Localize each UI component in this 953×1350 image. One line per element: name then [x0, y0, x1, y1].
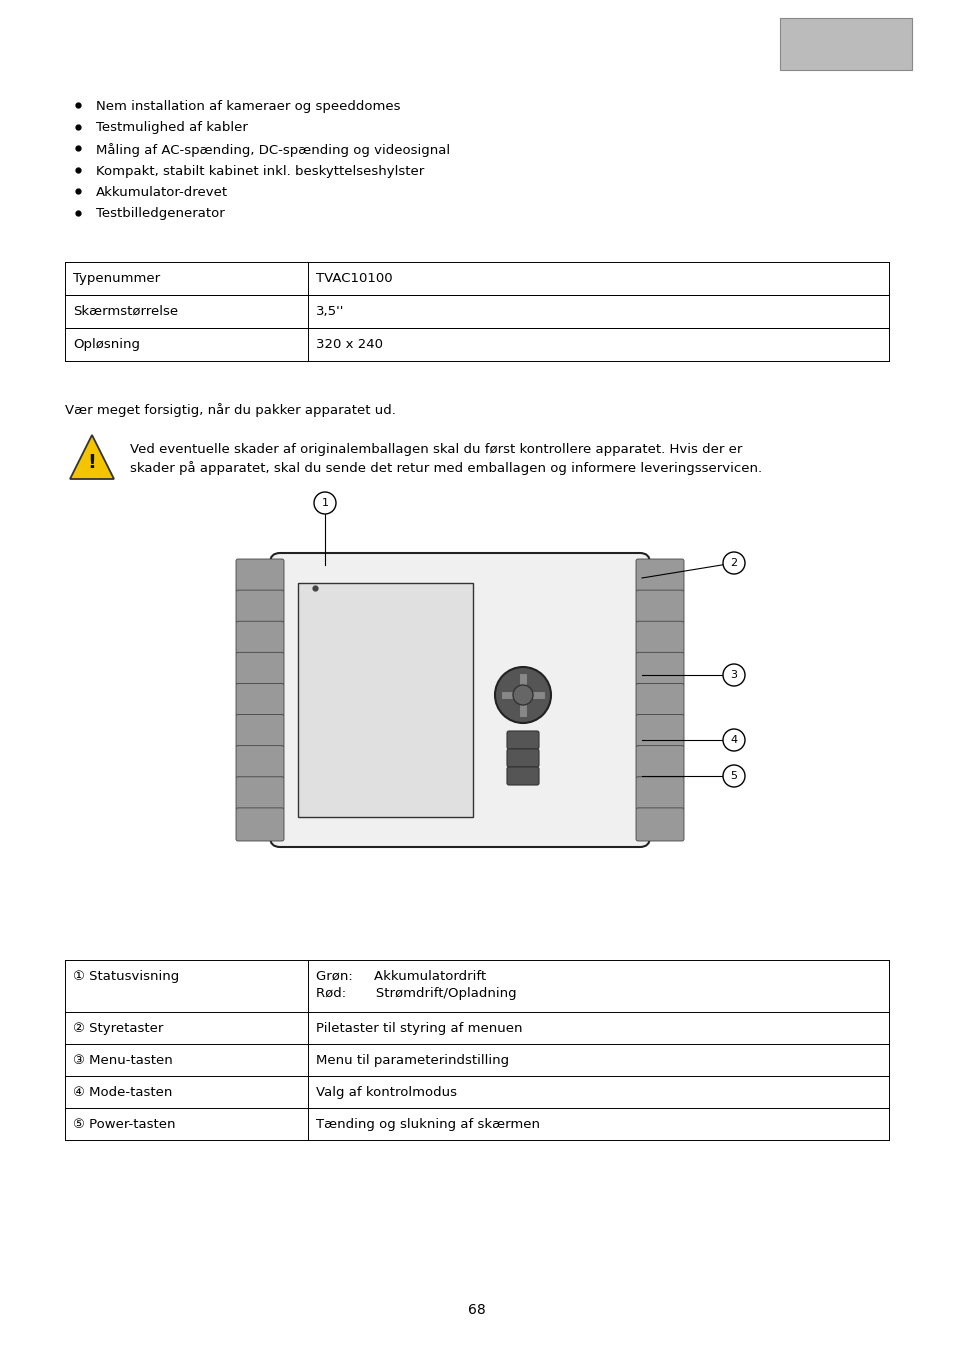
Text: 2: 2	[730, 558, 737, 568]
Text: !: !	[88, 454, 96, 472]
Text: Tænding og slukning af skærmen: Tænding og slukning af skærmen	[315, 1118, 539, 1131]
Text: 1: 1	[321, 498, 328, 508]
FancyBboxPatch shape	[506, 767, 538, 784]
Polygon shape	[70, 435, 113, 479]
Text: Valg af kontrolmodus: Valg af kontrolmodus	[315, 1085, 456, 1099]
FancyBboxPatch shape	[636, 559, 683, 593]
Circle shape	[722, 552, 744, 574]
FancyBboxPatch shape	[636, 621, 683, 655]
Circle shape	[314, 491, 335, 514]
FancyBboxPatch shape	[297, 583, 473, 817]
FancyBboxPatch shape	[235, 683, 284, 717]
Text: Testbilledgenerator: Testbilledgenerator	[96, 208, 225, 220]
Text: Nem installation af kameraer og speeddomes: Nem installation af kameraer og speeddom…	[96, 100, 400, 113]
Text: Ved eventuelle skader af originalemballagen skal du først kontrollere apparatet.: Ved eventuelle skader af originalemballa…	[130, 443, 741, 456]
FancyBboxPatch shape	[636, 590, 683, 624]
FancyBboxPatch shape	[636, 652, 683, 686]
Text: 4: 4	[730, 734, 737, 745]
Text: ③ Menu-tasten: ③ Menu-tasten	[73, 1054, 172, 1067]
Text: Kompakt, stabilt kabinet inkl. beskyttelseshylster: Kompakt, stabilt kabinet inkl. beskyttel…	[96, 165, 424, 177]
FancyBboxPatch shape	[235, 807, 284, 841]
Text: Piletaster til styring af menuen: Piletaster til styring af menuen	[315, 1022, 522, 1035]
Circle shape	[513, 684, 533, 705]
Circle shape	[722, 664, 744, 686]
Text: ② Styretaster: ② Styretaster	[73, 1022, 163, 1035]
Text: TVAC10100: TVAC10100	[315, 271, 393, 285]
Text: ④ Mode-tasten: ④ Mode-tasten	[73, 1085, 172, 1099]
FancyBboxPatch shape	[780, 18, 911, 70]
Text: ① Statusvisning: ① Statusvisning	[73, 971, 179, 983]
FancyBboxPatch shape	[235, 745, 284, 779]
FancyBboxPatch shape	[235, 559, 284, 593]
Text: Akkumulator-drevet: Akkumulator-drevet	[96, 186, 228, 198]
Circle shape	[722, 765, 744, 787]
Text: Vær meget forsigtig, når du pakker apparatet ud.: Vær meget forsigtig, når du pakker appar…	[65, 404, 395, 417]
FancyBboxPatch shape	[235, 776, 284, 810]
Text: ⑤ Power-tasten: ⑤ Power-tasten	[73, 1118, 175, 1131]
Text: Typenummer: Typenummer	[73, 271, 160, 285]
FancyBboxPatch shape	[270, 554, 649, 846]
Text: Opløsning: Opløsning	[73, 338, 140, 351]
FancyBboxPatch shape	[636, 807, 683, 841]
Circle shape	[495, 667, 551, 724]
FancyBboxPatch shape	[636, 745, 683, 779]
Text: 5: 5	[730, 771, 737, 782]
Text: 3,5'': 3,5''	[315, 305, 344, 319]
FancyBboxPatch shape	[235, 590, 284, 624]
Text: Grøn:     Akkumulatordrift: Grøn: Akkumulatordrift	[315, 971, 486, 983]
Text: 68: 68	[468, 1303, 485, 1318]
FancyBboxPatch shape	[636, 776, 683, 810]
FancyBboxPatch shape	[636, 714, 683, 748]
Circle shape	[722, 729, 744, 751]
Text: Menu til parameterindstilling: Menu til parameterindstilling	[315, 1054, 509, 1067]
Text: Måling af AC-spænding, DC-spænding og videosignal: Måling af AC-spænding, DC-spænding og vi…	[96, 143, 450, 157]
FancyBboxPatch shape	[235, 621, 284, 655]
FancyBboxPatch shape	[506, 749, 538, 767]
Text: skader på apparatet, skal du sende det retur med emballagen og informere leverin: skader på apparatet, skal du sende det r…	[130, 460, 761, 475]
Text: Skærmstørrelse: Skærmstørrelse	[73, 305, 178, 319]
FancyBboxPatch shape	[506, 730, 538, 749]
FancyBboxPatch shape	[235, 652, 284, 686]
FancyBboxPatch shape	[636, 683, 683, 717]
Text: 320 x 240: 320 x 240	[315, 338, 382, 351]
Text: 3: 3	[730, 670, 737, 680]
Text: Testmulighed af kabler: Testmulighed af kabler	[96, 122, 248, 135]
Text: Rød:       Strømdrift/Opladning: Rød: Strømdrift/Opladning	[315, 987, 517, 1000]
FancyBboxPatch shape	[235, 714, 284, 748]
